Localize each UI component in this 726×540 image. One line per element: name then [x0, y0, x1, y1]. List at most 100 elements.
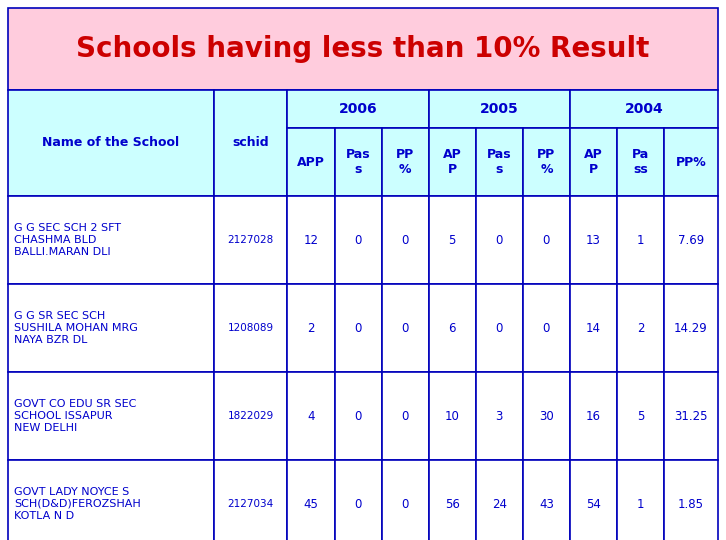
Text: 0: 0 — [543, 233, 550, 246]
Text: APP: APP — [297, 156, 325, 168]
Text: PP
%: PP % — [396, 148, 415, 176]
Text: G G SEC SCH 2 SFT
CHASHMA BLD
BALLI.MARAN DLI: G G SEC SCH 2 SFT CHASHMA BLD BALLI.MARA… — [14, 222, 121, 258]
Bar — [664, 128, 718, 196]
Text: 10: 10 — [445, 409, 460, 422]
Text: AP
P: AP P — [584, 148, 603, 176]
Bar — [664, 460, 718, 540]
Bar — [8, 460, 214, 540]
Text: Pa
ss: Pa ss — [632, 148, 649, 176]
Bar — [429, 460, 476, 540]
Bar — [382, 128, 429, 196]
Bar — [664, 372, 718, 460]
Bar — [335, 128, 382, 196]
Text: 54: 54 — [586, 497, 601, 510]
Text: Name of the School: Name of the School — [42, 137, 179, 150]
Text: 4: 4 — [307, 409, 315, 422]
Bar — [429, 196, 476, 284]
Bar — [382, 372, 429, 460]
Text: 1822029: 1822029 — [227, 411, 274, 421]
Bar — [617, 460, 664, 540]
Bar — [617, 372, 664, 460]
Text: 2004: 2004 — [624, 102, 664, 116]
Bar — [523, 284, 570, 372]
Text: 0: 0 — [401, 409, 409, 422]
Text: 56: 56 — [445, 497, 460, 510]
Text: 0: 0 — [496, 233, 503, 246]
Text: 30: 30 — [539, 409, 554, 422]
Text: 0: 0 — [543, 321, 550, 334]
Text: GOVT LADY NOYCE S
SCH(D&D)FEROZSHAH
KOTLA N D: GOVT LADY NOYCE S SCH(D&D)FEROZSHAH KOTL… — [14, 487, 141, 522]
Bar — [287, 128, 335, 196]
Text: 2127034: 2127034 — [227, 499, 274, 509]
Bar — [523, 460, 570, 540]
Bar — [429, 128, 476, 196]
Text: 0: 0 — [401, 497, 409, 510]
Text: 0: 0 — [401, 233, 409, 246]
Text: 16: 16 — [586, 409, 601, 422]
Bar — [476, 284, 523, 372]
Text: 3: 3 — [496, 409, 503, 422]
Bar — [570, 196, 617, 284]
Bar — [664, 196, 718, 284]
Text: 2: 2 — [307, 321, 315, 334]
Bar — [335, 284, 382, 372]
Text: PP
%: PP % — [537, 148, 555, 176]
Bar — [8, 8, 718, 90]
Bar — [523, 372, 570, 460]
Bar — [617, 284, 664, 372]
Text: 14: 14 — [586, 321, 601, 334]
Text: 2006: 2006 — [339, 102, 378, 116]
Text: 2127028: 2127028 — [227, 235, 274, 245]
Bar — [476, 460, 523, 540]
Text: 13: 13 — [586, 233, 601, 246]
Text: 24: 24 — [492, 497, 507, 510]
Text: 1208089: 1208089 — [228, 323, 274, 333]
Text: 31.25: 31.25 — [674, 409, 708, 422]
Bar — [335, 372, 382, 460]
Bar — [664, 284, 718, 372]
Bar — [523, 196, 570, 284]
Text: 1: 1 — [637, 233, 644, 246]
Text: Schools having less than 10% Result: Schools having less than 10% Result — [76, 35, 650, 63]
Text: 5: 5 — [449, 233, 456, 246]
Bar — [8, 196, 214, 284]
Bar — [570, 284, 617, 372]
Bar — [287, 284, 335, 372]
Bar — [335, 196, 382, 284]
Text: GOVT CO EDU SR SEC
SCHOOL ISSAPUR
NEW DELHI: GOVT CO EDU SR SEC SCHOOL ISSAPUR NEW DE… — [14, 399, 136, 434]
Bar — [476, 372, 523, 460]
Bar — [617, 196, 664, 284]
Bar — [570, 372, 617, 460]
Text: 0: 0 — [496, 321, 503, 334]
Text: schid: schid — [232, 137, 269, 150]
Bar — [429, 284, 476, 372]
Bar — [287, 196, 335, 284]
Text: 0: 0 — [354, 409, 362, 422]
Bar — [429, 90, 570, 128]
Bar — [287, 90, 429, 128]
Text: Pas
s: Pas s — [346, 148, 370, 176]
Bar — [8, 372, 214, 460]
Bar — [523, 128, 570, 196]
Text: AP
P: AP P — [443, 148, 462, 176]
Text: 1.85: 1.85 — [678, 497, 704, 510]
Bar — [214, 460, 287, 540]
Text: 5: 5 — [637, 409, 644, 422]
Text: 0: 0 — [401, 321, 409, 334]
Bar — [382, 460, 429, 540]
Text: 2005: 2005 — [480, 102, 518, 116]
Text: Pas
s: Pas s — [487, 148, 512, 176]
Bar — [476, 128, 523, 196]
Bar — [8, 284, 214, 372]
Bar — [476, 196, 523, 284]
Bar — [570, 128, 617, 196]
Text: PP%: PP% — [676, 156, 706, 168]
Text: 1: 1 — [637, 497, 644, 510]
Text: 14.29: 14.29 — [674, 321, 708, 334]
Bar — [570, 460, 617, 540]
Text: 43: 43 — [539, 497, 554, 510]
Bar — [570, 90, 718, 128]
Text: 6: 6 — [449, 321, 456, 334]
Text: G G SR SEC SCH
SUSHILA MOHAN MRG
NAYA BZR DL: G G SR SEC SCH SUSHILA MOHAN MRG NAYA BZ… — [14, 310, 138, 346]
Bar — [214, 284, 287, 372]
